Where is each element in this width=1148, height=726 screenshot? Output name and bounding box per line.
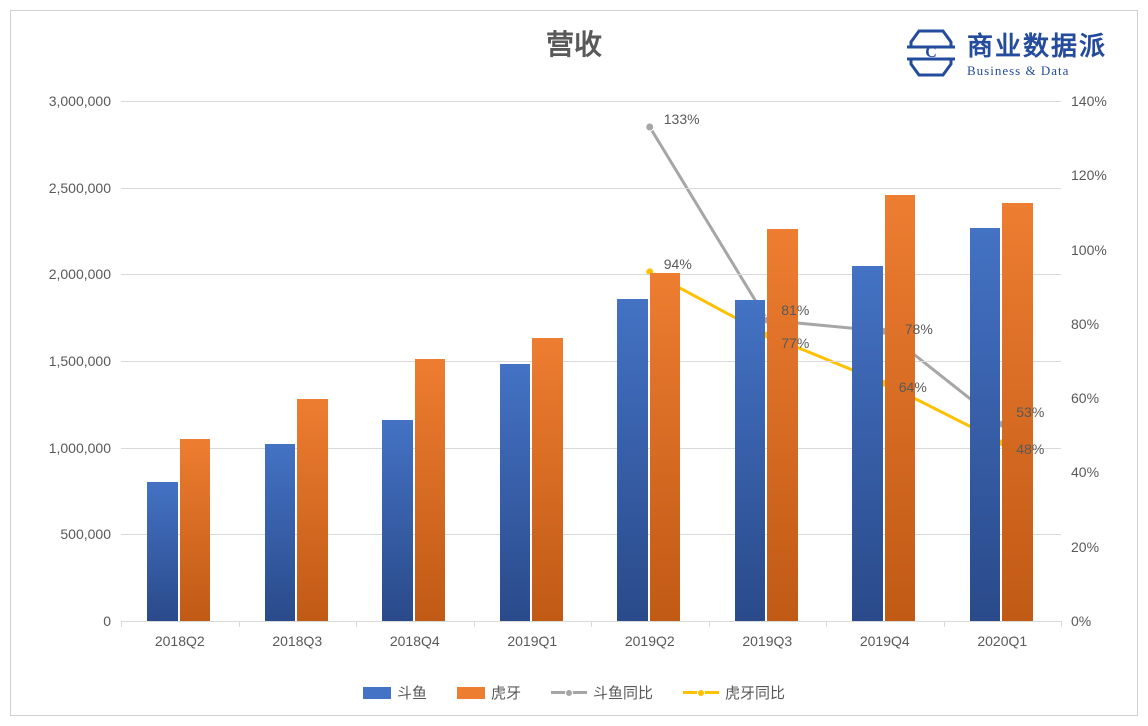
legend-item: 斗鱼 — [363, 682, 427, 703]
legend-item: 虎牙同比 — [683, 682, 785, 703]
x-tick-label: 2019Q2 — [625, 633, 675, 649]
legend-swatch — [457, 687, 485, 699]
bar-虎牙 — [297, 399, 327, 621]
legend-swatch — [683, 687, 719, 699]
data-label: 77% — [781, 335, 809, 351]
data-label: 64% — [899, 379, 927, 395]
y-left-tick-label: 2,500,000 — [49, 180, 111, 196]
bar-虎牙 — [415, 359, 445, 621]
bar-虎牙 — [885, 195, 915, 621]
legend-label: 虎牙 — [491, 682, 521, 703]
x-tick — [121, 621, 122, 627]
bar-斗鱼 — [500, 364, 530, 621]
y-left-tick-label: 3,000,000 — [49, 93, 111, 109]
bar-虎牙 — [650, 273, 680, 621]
x-tick-label: 2018Q3 — [272, 633, 322, 649]
legend-item: 虎牙 — [457, 682, 521, 703]
x-tick-label: 2019Q3 — [742, 633, 792, 649]
gridline — [121, 274, 1061, 275]
y-right-tick-label: 40% — [1071, 464, 1099, 480]
gridline — [121, 534, 1061, 535]
legend-swatch — [551, 687, 587, 699]
x-tick-label: 2019Q1 — [507, 633, 557, 649]
watermark-en: Business & Data — [967, 63, 1107, 79]
gridline — [121, 188, 1061, 189]
legend-swatch — [363, 687, 391, 699]
plot-area: 0500,0001,000,0001,500,0002,000,0002,500… — [121, 101, 1061, 621]
data-label: 48% — [1016, 441, 1044, 457]
legend-label: 虎牙同比 — [725, 682, 785, 703]
y-right-tick-label: 0% — [1071, 613, 1091, 629]
data-label: 133% — [664, 111, 700, 127]
legend: 斗鱼 虎牙 斗鱼同比 虎牙同比 — [11, 682, 1137, 703]
x-tick — [826, 621, 827, 627]
x-tick-label: 2020Q1 — [977, 633, 1027, 649]
legend-item: 斗鱼同比 — [551, 682, 653, 703]
y-left-tick-label: 0 — [103, 613, 111, 629]
x-tick — [944, 621, 945, 627]
y-left-tick-label: 2,000,000 — [49, 266, 111, 282]
bar-虎牙 — [532, 338, 562, 621]
gridline — [121, 448, 1061, 449]
line-虎牙同比 — [650, 272, 1003, 443]
y-right-tick-label: 80% — [1071, 316, 1099, 332]
x-tick — [239, 621, 240, 627]
x-tick — [356, 621, 357, 627]
bar-斗鱼 — [617, 299, 647, 621]
svg-text:C: C — [925, 44, 937, 61]
bar-斗鱼 — [852, 266, 882, 621]
x-tick-label: 2019Q4 — [860, 633, 910, 649]
legend-label: 斗鱼同比 — [593, 682, 653, 703]
watermark-icon: C — [905, 27, 957, 79]
y-left-tick-label: 1,500,000 — [49, 353, 111, 369]
y-right-tick-label: 140% — [1071, 93, 1107, 109]
data-label: 94% — [664, 256, 692, 272]
chart-container: 营收 C 商业数据派 Business & Data 0500,0001,000… — [10, 10, 1138, 716]
data-label: 78% — [905, 321, 933, 337]
bar-斗鱼 — [735, 300, 765, 621]
bar-虎牙 — [767, 229, 797, 621]
bar-斗鱼 — [382, 420, 412, 621]
data-label: 53% — [1016, 404, 1044, 420]
bar-斗鱼 — [147, 482, 177, 621]
bar-斗鱼 — [265, 444, 295, 621]
x-tick — [1061, 621, 1062, 627]
marker-斗鱼同比 — [646, 123, 654, 131]
y-left-tick-label: 1,000,000 — [49, 440, 111, 456]
y-right-tick-label: 120% — [1071, 167, 1107, 183]
line-斗鱼同比 — [650, 127, 1003, 424]
x-tick — [709, 621, 710, 627]
x-tick — [474, 621, 475, 627]
y-right-tick-label: 20% — [1071, 539, 1099, 555]
y-left-tick-label: 500,000 — [60, 526, 111, 542]
legend-label: 斗鱼 — [397, 682, 427, 703]
watermark: C 商业数据派 Business & Data — [905, 26, 1107, 79]
bar-虎牙 — [180, 439, 210, 621]
gridline — [121, 101, 1061, 102]
watermark-cn: 商业数据派 — [967, 26, 1107, 63]
y-right-tick-label: 100% — [1071, 242, 1107, 258]
bar-斗鱼 — [970, 228, 1000, 621]
x-tick — [591, 621, 592, 627]
y-right-tick-label: 60% — [1071, 390, 1099, 406]
data-label: 81% — [781, 302, 809, 318]
x-tick-label: 2018Q4 — [390, 633, 440, 649]
x-tick-label: 2018Q2 — [155, 633, 205, 649]
gridline — [121, 361, 1061, 362]
